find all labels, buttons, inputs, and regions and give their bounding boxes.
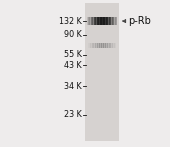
Bar [85,3,119,141]
Bar [89,43,90,48]
Bar [91,17,92,25]
Bar [106,43,107,48]
Bar [98,17,99,25]
Bar [90,43,91,48]
Bar [103,43,104,48]
Bar [99,17,100,25]
Bar [113,43,114,48]
Bar [111,17,112,25]
Bar [104,17,105,25]
Bar [115,17,116,25]
Bar [110,17,111,25]
Bar [102,17,103,25]
Bar [107,17,108,25]
Bar [99,43,100,48]
Bar [87,17,88,25]
Bar [105,17,106,25]
Bar [104,43,105,48]
Bar [96,43,97,48]
Bar [107,43,108,48]
Bar [89,17,90,25]
Bar [89,17,90,25]
Bar [92,17,93,25]
Bar [114,43,115,48]
Bar [106,17,107,25]
Bar [100,17,101,25]
Bar [116,17,117,25]
Bar [113,17,114,25]
Bar [114,43,115,48]
Bar [96,17,97,25]
Bar [105,43,106,48]
Bar [101,43,102,48]
Bar [111,43,112,48]
Bar [101,17,102,25]
Bar [108,43,109,48]
Bar [101,17,102,25]
Bar [97,17,98,25]
Bar [95,43,96,48]
Bar [116,17,117,25]
Bar [90,17,91,25]
Bar [112,17,113,25]
Bar [110,17,111,25]
Bar [97,43,98,48]
Bar [91,17,92,25]
Bar [95,43,96,48]
Bar [103,17,104,25]
Bar [94,17,95,25]
Bar [100,43,101,48]
Text: 43 K: 43 K [64,61,82,70]
Bar [105,43,106,48]
Bar [95,17,96,25]
Bar [109,43,110,48]
Bar [93,17,94,25]
Bar [112,17,113,25]
Bar [114,17,115,25]
Bar [92,43,94,48]
Bar [107,43,108,48]
Bar [88,17,89,25]
Bar [113,17,114,25]
Text: 132 K: 132 K [59,16,82,26]
Bar [98,43,99,48]
Bar [107,17,108,25]
Bar [92,17,93,25]
Text: p-Rb: p-Rb [128,16,151,26]
Bar [90,43,91,48]
Bar [94,17,95,25]
Bar [106,17,107,25]
Text: 90 K: 90 K [64,30,82,40]
Bar [94,43,95,48]
Bar [97,43,98,48]
Bar [112,43,113,48]
Bar [108,17,109,25]
Bar [88,43,89,48]
Bar [91,43,92,48]
Text: 55 K: 55 K [64,50,82,60]
Bar [115,43,116,48]
Bar [99,43,100,48]
Bar [98,17,99,25]
Bar [104,17,105,25]
Bar [95,17,96,25]
Bar [97,17,98,25]
Bar [93,43,94,48]
Bar [112,43,113,48]
Bar [109,17,110,25]
Bar [103,17,104,25]
Bar [102,43,103,48]
Text: 34 K: 34 K [64,82,82,91]
Bar [88,17,89,25]
Bar [101,43,102,48]
Bar [92,43,93,48]
Bar [103,43,104,48]
Bar [109,43,110,48]
Text: 23 K: 23 K [64,110,82,119]
Bar [110,43,111,48]
